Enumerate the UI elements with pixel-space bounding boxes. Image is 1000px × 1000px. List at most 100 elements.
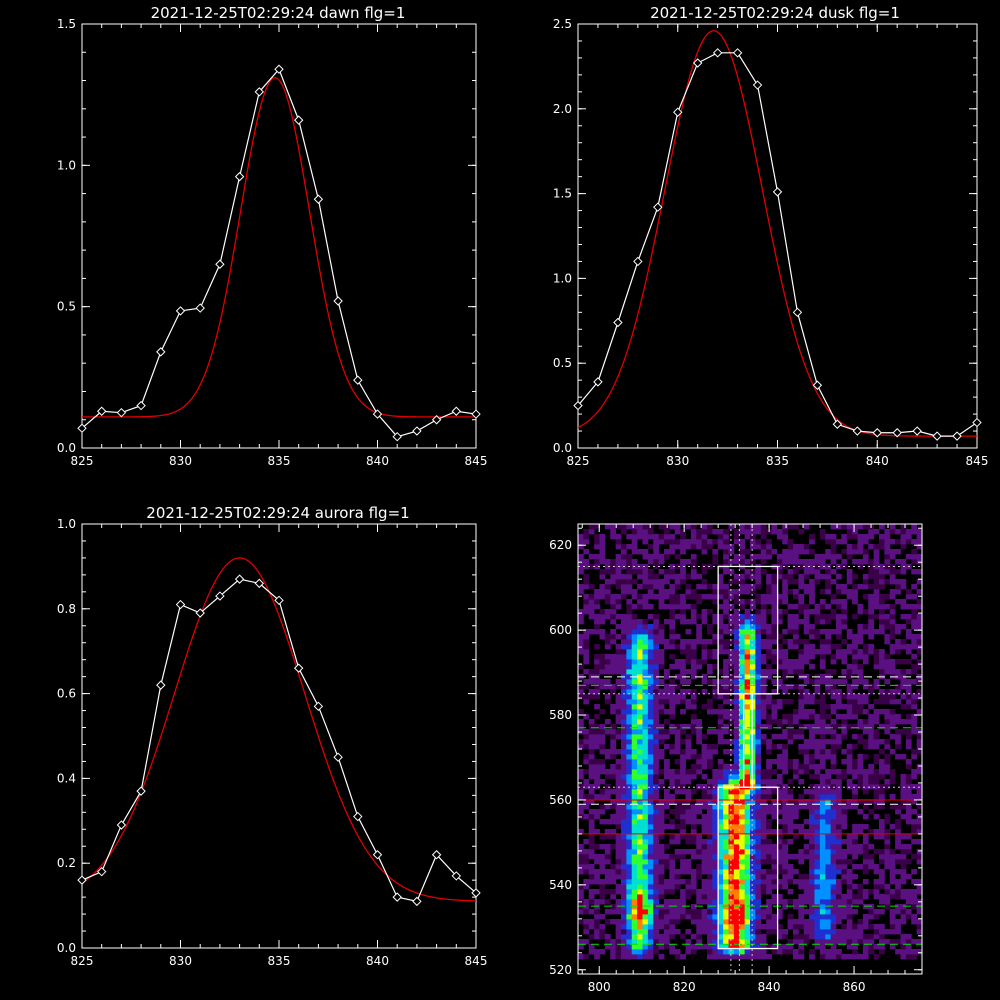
heatmap-cell	[846, 944, 853, 950]
heatmap-cell	[626, 679, 633, 685]
heatmap-cell	[905, 684, 912, 690]
heatmap-cell	[621, 779, 627, 785]
heatmap-cell	[653, 904, 660, 910]
heatmap-cell	[669, 809, 676, 815]
heatmap-cell	[690, 854, 697, 860]
heatmap-cell	[819, 869, 826, 875]
heatmap-cell	[776, 829, 783, 835]
heatmap-cell	[750, 719, 756, 725]
heatmap-cell	[766, 589, 772, 595]
heatmap-cell	[723, 774, 729, 780]
heatmap-cell	[739, 864, 746, 870]
heatmap-cell	[814, 609, 821, 615]
heatmap-cell	[771, 799, 778, 805]
heatmap-cell	[841, 914, 848, 920]
heatmap-cell	[588, 794, 595, 800]
heatmap-cell	[642, 729, 649, 735]
heatmap-cell	[895, 589, 901, 595]
heatmap-cell	[766, 714, 772, 720]
heatmap-cell	[760, 594, 767, 600]
heatmap-cell	[669, 904, 676, 910]
heatmap-cell	[588, 754, 595, 760]
heatmap-cell	[642, 949, 649, 955]
heatmap-cell	[594, 949, 600, 955]
heatmap-cell	[626, 524, 633, 530]
heatmap-cell	[701, 889, 708, 895]
heatmap-cell	[755, 619, 762, 625]
x-tick-label: 845	[465, 954, 488, 968]
heatmap-cell	[819, 904, 826, 910]
heatmap-cell	[798, 879, 805, 885]
heatmap-cell	[803, 924, 810, 930]
heatmap-cell	[696, 664, 703, 670]
x-tick-label: 825	[71, 954, 94, 968]
heatmap-cell	[744, 574, 751, 580]
heatmap-cell	[857, 539, 864, 545]
heatmap-cell	[766, 549, 772, 555]
heatmap-cell	[583, 929, 590, 935]
heatmap-cell	[905, 799, 912, 805]
heatmap-cell	[884, 709, 891, 715]
heatmap-cell	[771, 679, 778, 685]
heatmap-cell	[578, 889, 584, 895]
heatmap-cell	[604, 569, 611, 575]
heatmap-cell	[712, 869, 719, 875]
heatmap-cell	[621, 554, 627, 560]
heatmap-cell	[809, 709, 815, 715]
heatmap-cell	[647, 664, 654, 670]
heatmap-cell	[760, 889, 767, 895]
heatmap-cell	[658, 874, 665, 880]
heatmap-cell	[739, 824, 746, 830]
heatmap-cell	[588, 854, 595, 860]
heatmap-cell	[717, 594, 724, 600]
heatmap-cell	[728, 684, 735, 690]
heatmap-cell	[637, 659, 643, 665]
heatmap-cell	[664, 734, 670, 740]
heatmap-cell	[776, 754, 783, 760]
heatmap-cell	[776, 809, 783, 815]
heatmap-cell	[900, 919, 907, 925]
heatmap-cell	[819, 724, 826, 730]
heatmap-cell	[717, 534, 724, 540]
heatmap-cell	[798, 704, 805, 710]
heatmap-cell	[615, 764, 622, 770]
heatmap-cell	[626, 874, 633, 880]
heatmap-cell	[884, 624, 891, 630]
heatmap-cell	[653, 794, 660, 800]
heatmap-cell	[621, 624, 627, 630]
heatmap-cell	[690, 749, 697, 755]
heatmap-cell	[588, 879, 595, 885]
heatmap-cell	[819, 749, 826, 755]
heatmap-cell	[723, 689, 729, 695]
heatmap-cell	[615, 559, 622, 565]
heatmap-cell	[653, 719, 660, 725]
heatmap-cell	[631, 789, 638, 795]
heatmap-cell	[594, 629, 600, 635]
heatmap-cell	[701, 944, 708, 950]
heatmap-cell	[626, 689, 633, 695]
heatmap-cell	[712, 799, 719, 805]
heatmap-cell	[664, 589, 670, 595]
heatmap-cell	[857, 654, 864, 660]
heatmap-cell	[889, 804, 896, 810]
heatmap-cell	[610, 939, 617, 945]
heatmap-cell	[787, 794, 794, 800]
data-point	[333, 296, 343, 306]
heatmap-cell	[653, 614, 660, 620]
heatmap-cell	[819, 864, 826, 870]
heatmap-cell	[879, 579, 885, 585]
heatmap-cell	[841, 589, 848, 595]
heatmap-cell	[604, 774, 611, 780]
heatmap-cell	[760, 699, 767, 705]
heatmap-cell	[621, 699, 627, 705]
heatmap-cell	[739, 539, 746, 545]
heatmap-cell	[825, 769, 832, 775]
heatmap-cell	[728, 679, 735, 685]
heatmap-cell	[911, 524, 918, 530]
heatmap-cell	[669, 704, 676, 710]
chart-dusk: 2021-12-25T02:29:24 dusk flg=1 825 830 835…	[553, 4, 989, 468]
heatmap-cell	[755, 694, 762, 700]
heatmap-cell	[739, 804, 746, 810]
heatmap-cell	[905, 944, 912, 950]
heatmap-cell	[879, 694, 885, 700]
